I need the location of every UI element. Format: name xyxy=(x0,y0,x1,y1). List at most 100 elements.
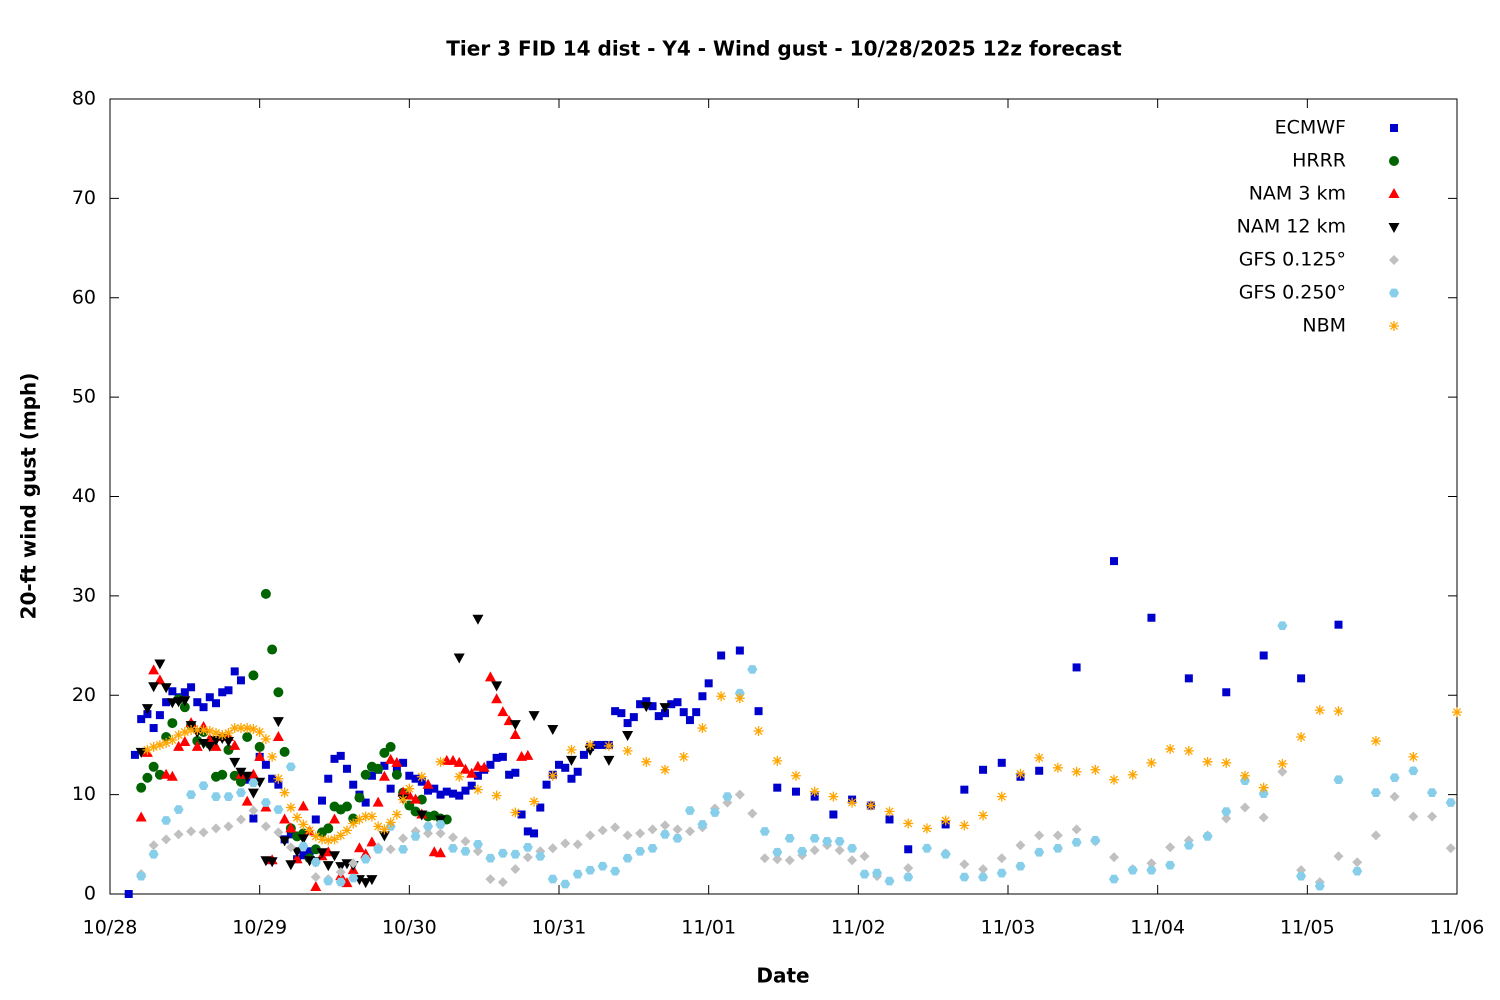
data-point xyxy=(1072,663,1081,672)
data-point xyxy=(235,767,247,778)
data-point xyxy=(996,868,1007,878)
data-point xyxy=(447,754,459,765)
data-point xyxy=(279,787,290,798)
data-point xyxy=(285,860,297,871)
data-point xyxy=(940,815,951,826)
data-point xyxy=(623,719,632,728)
data-point xyxy=(597,825,608,836)
data-point xyxy=(511,768,520,777)
legend-marker xyxy=(1389,255,1399,265)
data-point xyxy=(530,829,539,838)
data-point xyxy=(722,792,733,801)
data-point xyxy=(235,788,246,797)
data-point xyxy=(322,861,334,872)
data-point xyxy=(603,755,615,766)
data-point xyxy=(260,733,271,744)
data-point xyxy=(747,808,758,819)
data-point xyxy=(996,791,1007,802)
data-point xyxy=(865,800,876,811)
data-point xyxy=(1110,557,1119,566)
data-point xyxy=(272,717,284,728)
data-point xyxy=(1146,865,1157,875)
data-point xyxy=(310,881,322,892)
data-point xyxy=(179,727,190,738)
data-point xyxy=(217,730,228,740)
data-point xyxy=(547,725,559,736)
data-point xyxy=(485,853,496,863)
data-point xyxy=(1015,861,1026,871)
data-point xyxy=(1370,830,1381,841)
data-point xyxy=(410,793,422,804)
data-point xyxy=(318,796,327,805)
data-point xyxy=(498,752,507,761)
data-point xyxy=(461,786,470,795)
data-point xyxy=(142,772,153,783)
x-tick-label: 10/31 xyxy=(532,917,587,939)
data-point xyxy=(904,845,913,854)
data-point xyxy=(310,844,321,855)
data-point xyxy=(547,843,558,854)
data-point xyxy=(647,824,658,835)
data-point xyxy=(809,786,820,797)
data-point xyxy=(859,851,870,862)
data-point xyxy=(716,691,727,702)
data-point xyxy=(510,849,521,859)
data-point xyxy=(386,784,395,793)
data-point xyxy=(459,763,471,774)
data-point xyxy=(1165,860,1176,870)
data-point xyxy=(684,806,695,815)
data-point xyxy=(611,707,620,716)
data-point xyxy=(348,858,359,869)
data-point xyxy=(660,820,671,831)
data-point xyxy=(373,763,384,774)
data-point xyxy=(1408,811,1419,822)
data-point xyxy=(447,832,458,843)
data-point xyxy=(124,890,133,898)
data-point xyxy=(959,872,970,882)
data-point xyxy=(734,693,745,704)
data-point xyxy=(566,744,577,755)
data-point xyxy=(267,644,278,655)
data-point xyxy=(1034,752,1045,763)
y-tick-label: 20 xyxy=(72,684,96,706)
data-point xyxy=(141,704,153,715)
legend-label: GFS 0.250° xyxy=(1239,282,1346,304)
y-tick-label: 60 xyxy=(72,286,96,308)
data-point xyxy=(790,770,801,781)
data-point xyxy=(379,824,390,835)
data-point xyxy=(223,792,234,801)
data-point xyxy=(791,787,800,796)
data-point xyxy=(460,846,471,856)
data-point xyxy=(1445,843,1456,854)
data-point xyxy=(274,780,283,789)
data-point xyxy=(585,830,596,841)
data-point xyxy=(198,738,210,749)
data-point xyxy=(597,861,608,871)
x-tick-label: 10/28 xyxy=(83,917,138,939)
data-point xyxy=(324,774,333,783)
data-point xyxy=(1183,745,1194,756)
data-point xyxy=(292,812,303,823)
data-point xyxy=(435,847,447,858)
data-point xyxy=(773,783,782,792)
data-point xyxy=(1389,773,1400,783)
data-point xyxy=(329,834,340,845)
data-point xyxy=(310,831,321,842)
data-point xyxy=(218,688,227,697)
data-point xyxy=(772,847,783,857)
data-point xyxy=(229,739,241,750)
data-point xyxy=(154,674,166,685)
data-point xyxy=(161,834,172,845)
data-point xyxy=(829,810,838,819)
data-point xyxy=(455,791,464,800)
data-point xyxy=(1333,851,1344,862)
data-point xyxy=(978,810,989,821)
data-point xyxy=(354,792,365,803)
data-point xyxy=(510,807,521,818)
data-point xyxy=(1109,874,1120,884)
data-point xyxy=(436,790,445,799)
data-point xyxy=(1259,651,1268,660)
data-point xyxy=(903,872,914,882)
data-point xyxy=(260,798,271,807)
